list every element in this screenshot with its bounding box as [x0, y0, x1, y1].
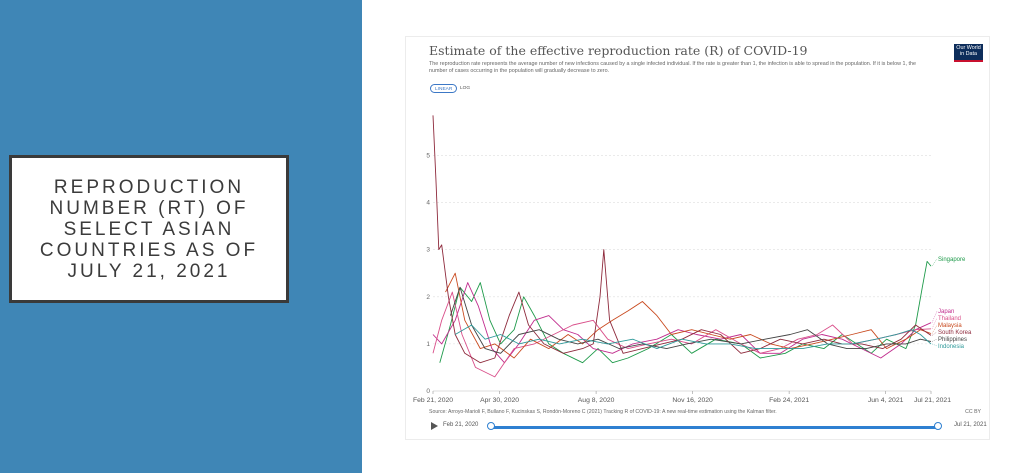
license-label[interactable]: CC BY	[965, 409, 981, 415]
series-end-label: Indonesia	[938, 344, 965, 350]
series-end-label: Japan	[938, 309, 954, 315]
timeline: Feb 21, 2020 Jul 21, 2021	[429, 421, 987, 433]
x-tick-label: Jul 21, 2021	[914, 397, 951, 404]
source-note: Source: Arroyo-Marioli F, Bullano F, Kuc…	[429, 409, 777, 415]
timeline-end-label: Jul 21, 2021	[954, 422, 987, 428]
timeline-end-handle[interactable]	[934, 422, 942, 430]
timeline-start-handle[interactable]	[487, 422, 495, 430]
series-label-connector	[931, 331, 938, 336]
linear-toggle-button[interactable]: LINEAR	[430, 84, 458, 93]
series-label-connector	[931, 310, 938, 323]
series-label-connector	[931, 343, 938, 347]
series-line	[432, 282, 932, 364]
owid-logo-line2: in Data	[959, 50, 978, 57]
x-tick-label: Jun 4, 2021	[868, 397, 904, 404]
series-line	[432, 291, 932, 378]
x-tick-label: Feb 24, 2021	[769, 397, 809, 404]
y-tick-label: 0	[426, 388, 430, 395]
chart-title: Estimate of the effective reproduction r…	[429, 43, 808, 58]
series-end-label: Singapore	[938, 257, 966, 263]
series-label-connector	[931, 258, 938, 267]
slide-title: REPRODUCTION NUMBER (RT) OF SELECT ASIAN…	[39, 176, 259, 282]
y-tick-label: 4	[426, 200, 430, 207]
series-end-label: South Korea	[938, 330, 972, 336]
series-label-connector	[931, 317, 938, 329]
timeline-track[interactable]	[491, 426, 937, 429]
series-end-label: Thailand	[938, 316, 961, 322]
y-tick-label: 2	[426, 294, 430, 301]
x-tick-label: Aug 8, 2020	[578, 397, 615, 404]
chart-card: Estimate of the effective reproduction r…	[405, 36, 990, 440]
series-line	[432, 115, 932, 364]
series-line	[454, 324, 932, 350]
series-end-label: Philippines	[938, 337, 967, 343]
line-chart: 0 1 2 3 4 5 Feb 21, 2020 Apr 30, 2020 Aug 8, 202…	[413, 115, 972, 404]
y-tick-label: 5	[426, 152, 430, 159]
x-tick-label: Apr 30, 2020	[480, 397, 519, 404]
x-tick-label: Nov 16, 2020	[672, 397, 713, 404]
timeline-start-label: Feb 21, 2020	[443, 422, 479, 428]
series-end-label: Malaysia	[938, 323, 962, 329]
slide-title-box: REPRODUCTION NUMBER (RT) OF SELECT ASIAN…	[9, 155, 289, 303]
series-line	[449, 286, 932, 354]
x-tick-label: Feb 21, 2020	[413, 397, 453, 404]
series-label-connector	[931, 338, 938, 342]
owid-logo-line1: Our World	[956, 45, 981, 51]
log-toggle-button[interactable]: LOG	[460, 86, 471, 91]
series-line	[445, 272, 932, 359]
play-icon[interactable]	[431, 422, 438, 430]
y-tick-label: 3	[426, 247, 430, 254]
chart-subtitle: The reproduction rate represents the ave…	[429, 61, 916, 74]
series-label-connector	[931, 324, 938, 334]
y-tick-label: 1	[426, 341, 430, 348]
series-line	[439, 260, 932, 364]
owid-logo[interactable]: Our World in Data	[954, 44, 983, 62]
